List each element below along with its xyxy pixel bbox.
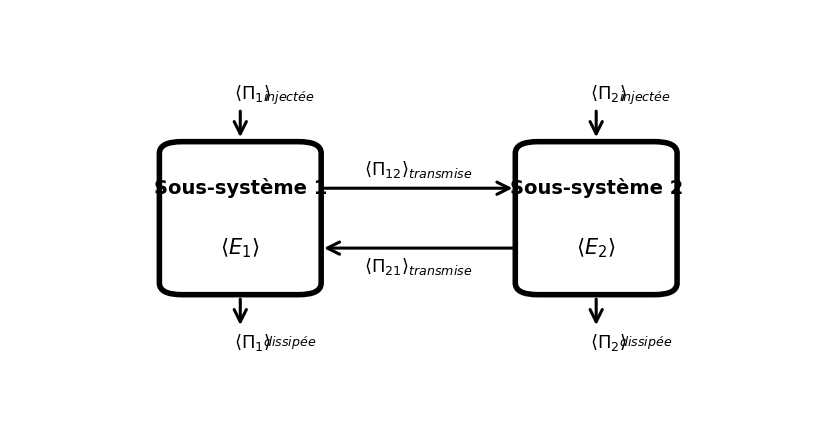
Text: $_{\mathit{injectée}}$: $_{\mathit{injectée}}$	[619, 89, 671, 107]
Text: $\langle \Pi_1 \rangle$: $\langle \Pi_1 \rangle$	[234, 332, 271, 353]
Text: $\langle \mathbf{\mathit{E}}_2 \rangle$: $\langle \mathbf{\mathit{E}}_2 \rangle$	[576, 236, 616, 260]
Text: $_{\mathit{dissipée}}$: $_{\mathit{dissipée}}$	[619, 334, 672, 352]
Text: $\langle \Pi_{21} \rangle_{\mathit{transmise}}$: $\langle \Pi_{21} \rangle_{\mathit{trans…	[364, 257, 473, 277]
Text: $_{\mathit{dissipée}}$: $_{\mathit{dissipée}}$	[263, 334, 316, 352]
FancyBboxPatch shape	[515, 142, 677, 295]
Text: Sous-système 1: Sous-système 1	[154, 178, 327, 198]
FancyBboxPatch shape	[159, 142, 321, 295]
Text: $\langle \Pi_2 \rangle$: $\langle \Pi_2 \rangle$	[590, 83, 626, 105]
Text: $\langle \Pi_2 \rangle$: $\langle \Pi_2 \rangle$	[590, 332, 626, 353]
Text: $\langle \Pi_{12} \rangle_{\mathit{transmise}}$: $\langle \Pi_{12} \rangle_{\mathit{trans…	[364, 159, 473, 180]
Text: $\langle \mathbf{\mathit{E}}_1 \rangle$: $\langle \mathbf{\mathit{E}}_1 \rangle$	[220, 236, 261, 260]
Text: Sous-système 2: Sous-système 2	[509, 178, 683, 198]
Text: $_{\mathit{injectée}}$: $_{\mathit{injectée}}$	[263, 89, 315, 107]
Text: $\langle \Pi_1 \rangle$: $\langle \Pi_1 \rangle$	[234, 83, 271, 105]
